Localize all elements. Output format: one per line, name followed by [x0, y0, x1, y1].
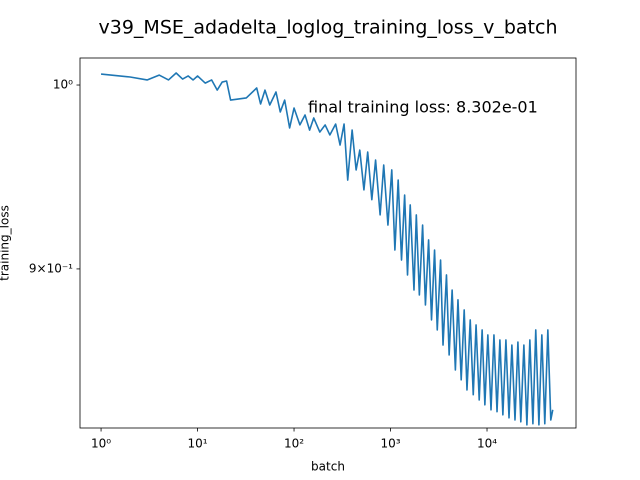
- x-tick-label: 10¹: [188, 437, 208, 451]
- y-tick-label: 10⁰: [53, 78, 73, 92]
- x-axis-label: batch: [311, 460, 345, 474]
- annotation: final training loss: 8.302e-01: [308, 98, 538, 117]
- y-tick-label: 9×10⁻¹: [29, 261, 73, 275]
- x-tick-label: 10⁰: [91, 437, 111, 451]
- chart-title: v39_MSE_adadelta_loglog_training_loss_v_…: [99, 17, 558, 39]
- x-tick-label: 10⁴: [477, 437, 497, 451]
- loss-line: [100, 72, 554, 426]
- plot-frame: [79, 57, 577, 429]
- y-axis-label: training_loss: [0, 205, 12, 281]
- x-tick-label: 10³: [380, 437, 400, 451]
- x-tick-label: 10²: [284, 437, 304, 451]
